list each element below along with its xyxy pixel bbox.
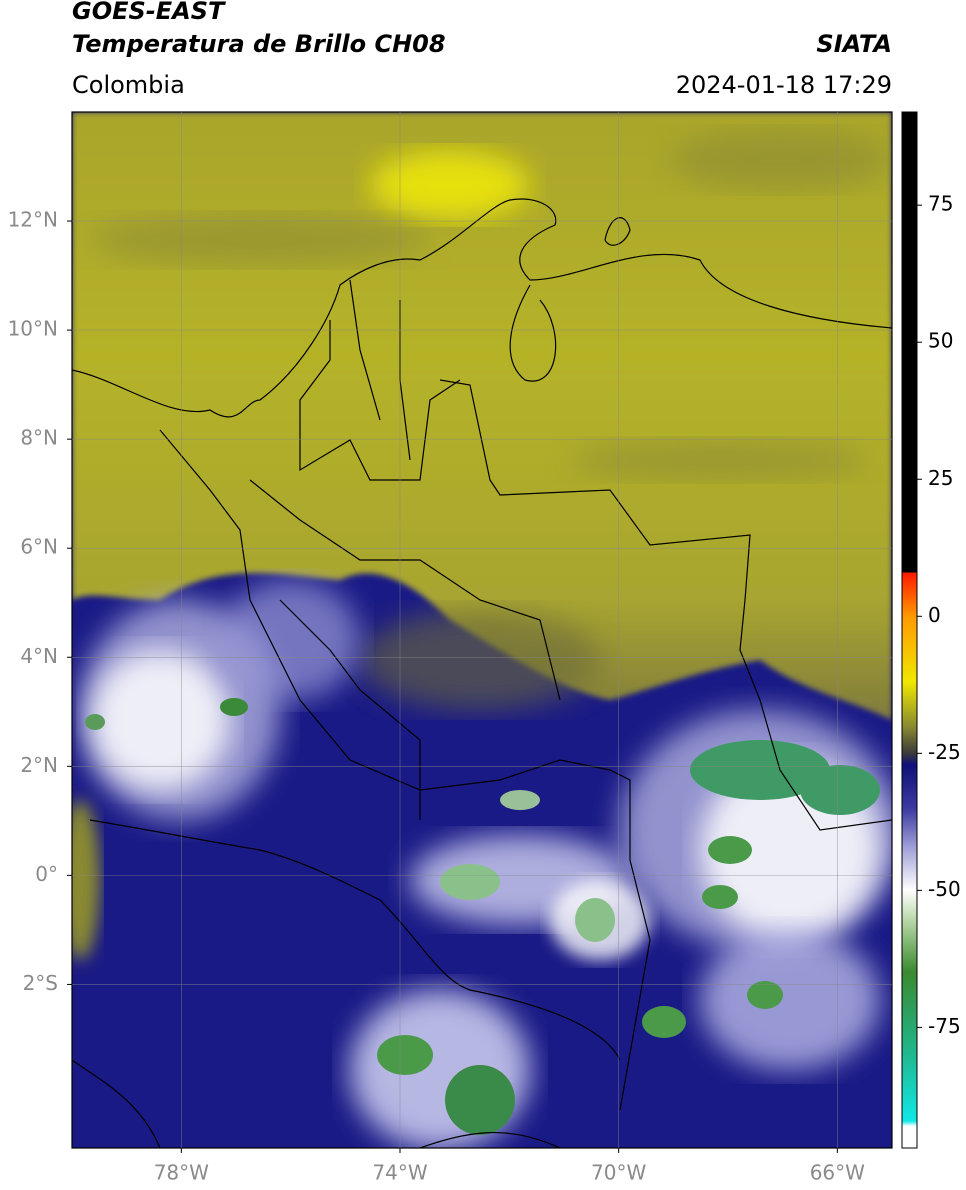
- x-tick-label: 78°W: [154, 1161, 209, 1185]
- title-line1: GOES-EAST: [72, 0, 226, 25]
- title-line2: Temperatura de Brillo CH08: [72, 30, 446, 58]
- y-tick-label: 10°N: [8, 317, 58, 341]
- ticks: 78°W 74°W 70°W 66°W 12°N 10°N 8°N 6°N 4°N 2°N 0° 2°…: [8, 192, 961, 1185]
- colorbar-tick-label: 50: [928, 329, 953, 353]
- colorbar-tick-label: 0: [928, 603, 941, 627]
- satellite-image: [72, 112, 892, 1148]
- source: SIATA: [816, 30, 892, 58]
- y-tick-label: 2°S: [23, 971, 58, 995]
- y-tick-label: 12°N: [8, 208, 58, 232]
- region: Colombia: [72, 71, 185, 99]
- colorbar: [901, 111, 918, 1149]
- map-frame: [71, 111, 893, 1149]
- y-tick-label: 2°N: [20, 753, 58, 777]
- x-tick-label: 70°W: [591, 1161, 646, 1185]
- x-tick-label: 74°W: [372, 1161, 427, 1185]
- grid: [72, 112, 892, 1148]
- datetime: 2024-01-18 17:29: [676, 71, 892, 99]
- y-tick-label: 4°N: [20, 644, 58, 668]
- x-tick-label: 66°W: [810, 1161, 865, 1185]
- colorbar-tick-label: 75: [928, 192, 953, 216]
- colorbar-tick-label: -50: [928, 877, 961, 901]
- colorbar-tick-label: -75: [928, 1014, 961, 1038]
- y-tick-label: 8°N: [20, 426, 58, 450]
- colorbar-tick-label: 25: [928, 466, 953, 490]
- y-tick-label: 0°: [35, 862, 58, 886]
- colorbar-tick-label: -25: [928, 740, 961, 764]
- y-tick-label: 6°N: [20, 535, 58, 559]
